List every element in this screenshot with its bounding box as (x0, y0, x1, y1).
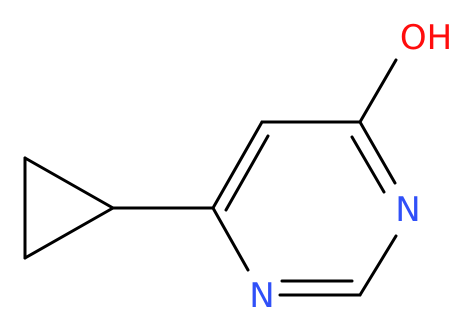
bond (358, 234, 398, 297)
atom-label: N (395, 190, 420, 230)
bond (23, 156, 115, 210)
bond (23, 206, 115, 260)
bond (350, 135, 386, 194)
bond (211, 120, 264, 210)
bond (358, 58, 398, 124)
bond (211, 206, 250, 272)
atom-label: N (249, 276, 274, 316)
bond (224, 134, 270, 212)
atom-label: OH (400, 18, 452, 58)
bond (358, 120, 397, 185)
bonds (23, 58, 398, 297)
